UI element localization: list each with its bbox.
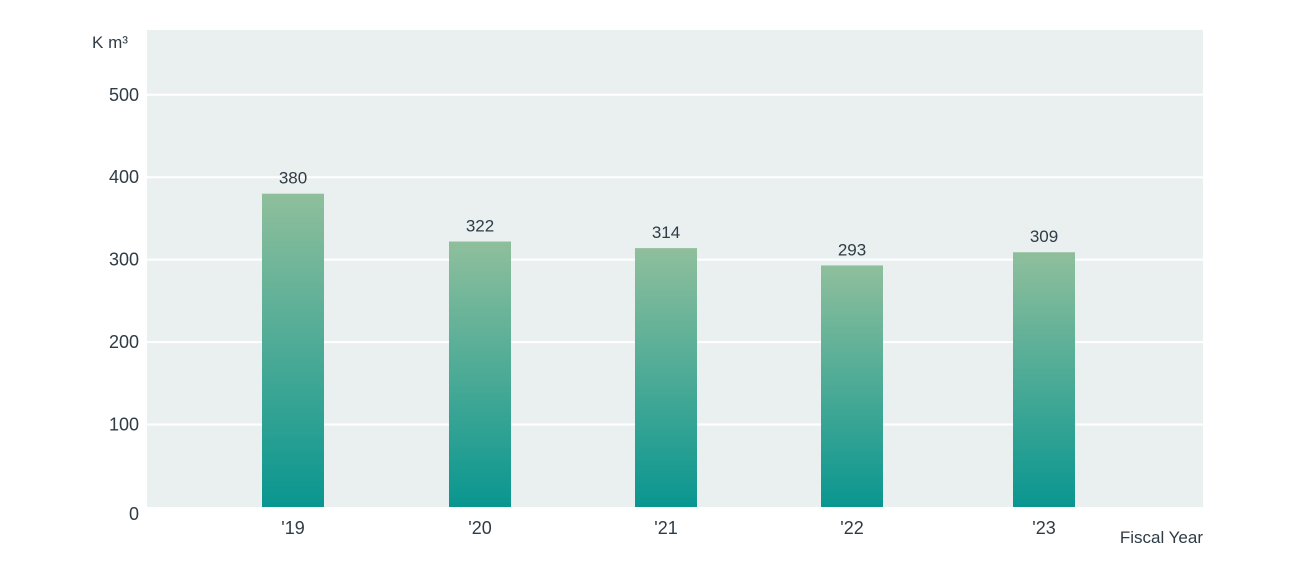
- bar: [262, 193, 324, 507]
- bar: [821, 265, 883, 507]
- bar: [449, 241, 511, 508]
- x-tick-label: '21: [654, 518, 677, 538]
- y-tick-label: 200: [109, 332, 139, 352]
- bar-value-label: 380: [279, 169, 307, 188]
- y-tick-label: 300: [109, 250, 139, 270]
- x-tick-label: '23: [1032, 518, 1055, 538]
- bar: [1013, 252, 1075, 507]
- x-axis-ticks: '19 '20 '21 '22 '23: [281, 518, 1055, 538]
- x-tick-label: '20: [468, 518, 491, 538]
- x-axis-title: Fiscal Year: [1120, 528, 1203, 547]
- bar-value-label: 314: [652, 223, 680, 242]
- bar-value-label: 293: [838, 240, 866, 259]
- y-tick-label: 0: [129, 504, 139, 524]
- bar: [635, 248, 697, 507]
- y-tick-label: 500: [109, 85, 139, 105]
- y-axis-ticks: 0 100 200 300 400 500: [109, 85, 139, 524]
- bar-value-label: 309: [1030, 227, 1058, 246]
- bar-value-label: 322: [466, 217, 494, 236]
- y-tick-label: 100: [109, 415, 139, 435]
- x-tick-label: '19: [281, 518, 304, 538]
- bars: 380 322 314 293 309: [262, 169, 1075, 508]
- x-tick-label: '22: [840, 518, 863, 538]
- y-tick-label: 400: [109, 167, 139, 187]
- y-axis-unit-label: K m³: [92, 33, 128, 52]
